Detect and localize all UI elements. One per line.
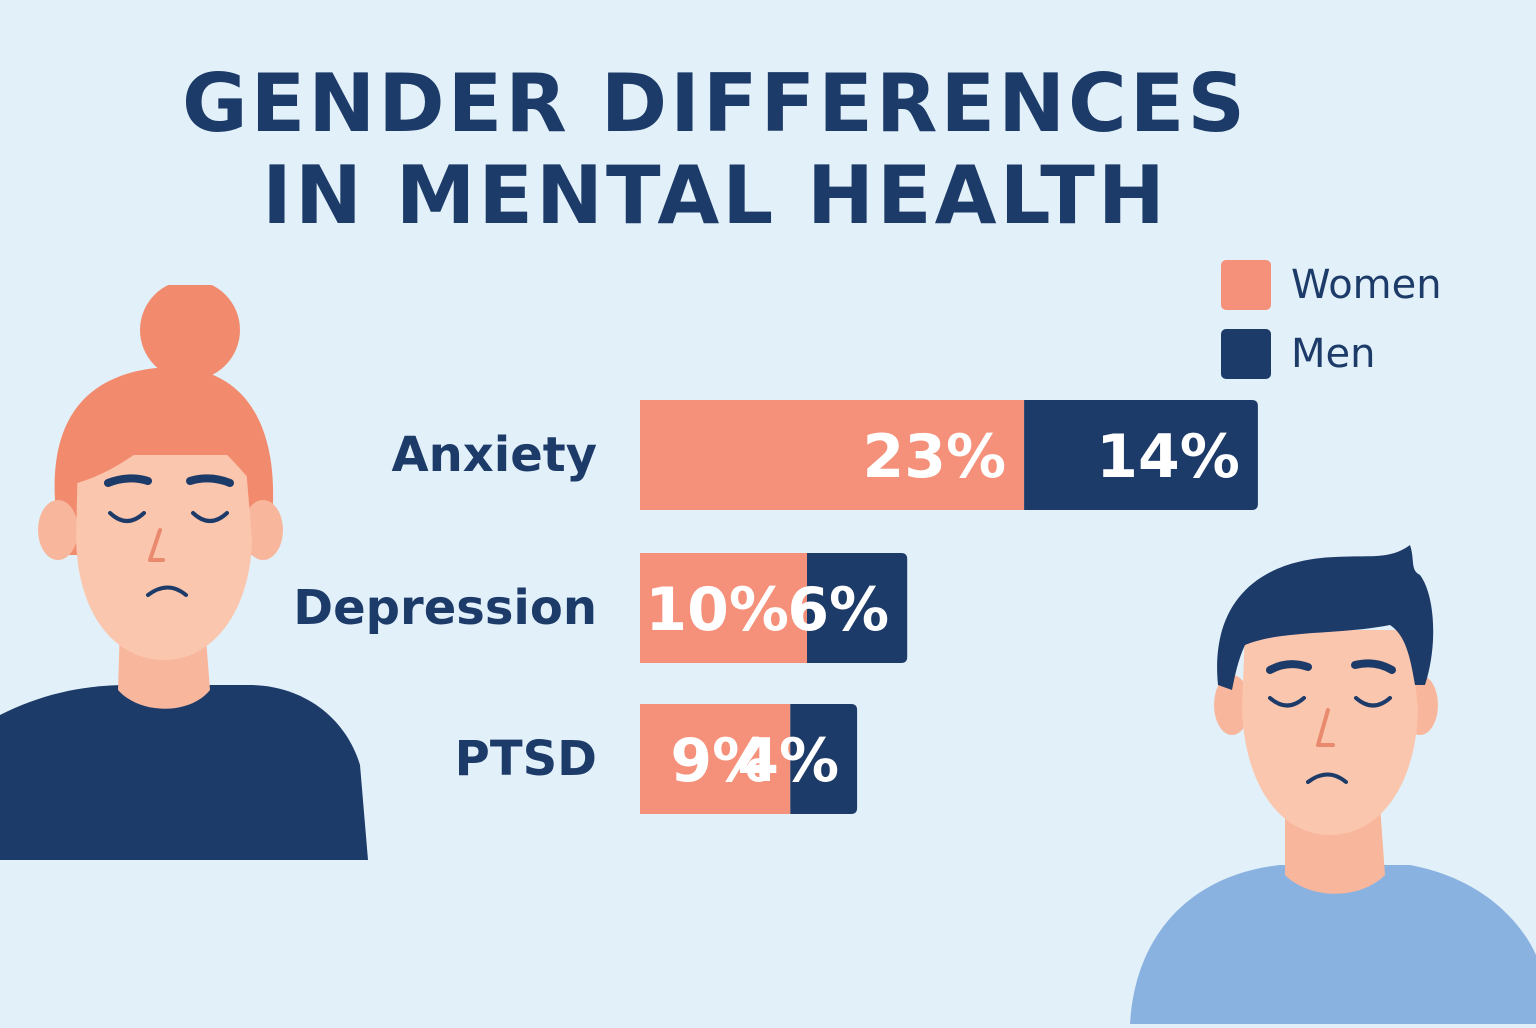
bar-women-depression <box>640 553 807 663</box>
bar-label-men-depression: 6% <box>787 575 889 645</box>
legend-item-women: Women <box>1221 260 1521 310</box>
legend-swatch-women <box>1221 260 1271 310</box>
legend-swatch-men <box>1221 329 1271 379</box>
legend-label-women: Women <box>1291 262 1442 308</box>
bar-women-anxiety <box>640 400 1025 510</box>
bar-men-ptsd <box>790 704 858 814</box>
legend-label-men: Men <box>1291 331 1376 377</box>
man-sad-icon <box>1120 535 1536 1028</box>
title-line-2: IN MENTAL HEALTH <box>262 149 1168 242</box>
bar-label-women-depression: 10% <box>645 575 789 645</box>
bar-label-men-anxiety: 14% <box>1096 422 1240 492</box>
legend-item-men: Men <box>1221 329 1521 379</box>
bar-men-anxiety <box>1024 400 1258 510</box>
category-label-depression: Depression <box>293 580 597 636</box>
bar-label-women-ptsd: 9% <box>670 726 772 796</box>
title-line-1: GENDER DIFFERENCES <box>181 57 1249 150</box>
bar-men-depression <box>807 553 908 663</box>
bar-label-men-ptsd: 4% <box>737 726 839 796</box>
category-label-ptsd: PTSD <box>455 731 597 787</box>
category-label-anxiety: Anxiety <box>391 427 597 483</box>
bar-women-ptsd <box>640 704 791 814</box>
page-title: GENDER DIFFERENCES IN MENTAL HEALTH <box>0 58 1430 242</box>
bar-label-women-anxiety: 23% <box>862 422 1006 492</box>
woman-sad-icon <box>0 280 372 869</box>
